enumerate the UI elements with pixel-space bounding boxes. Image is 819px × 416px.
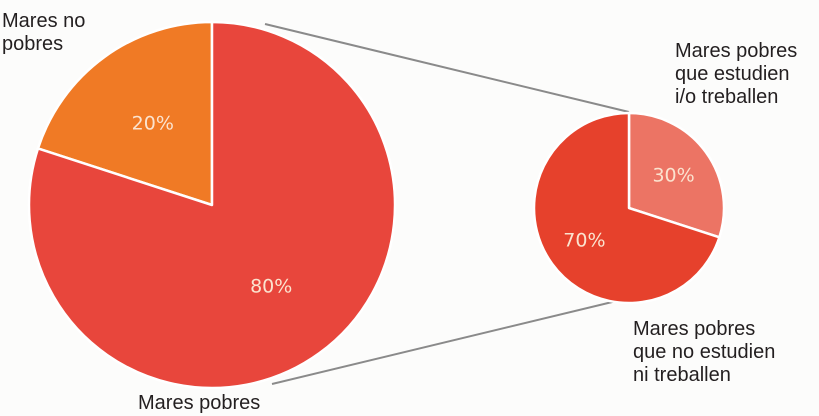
label-mares-no-pobres: Mares no pobres [2, 10, 86, 55]
connector-line-top [264, 23, 630, 113]
connector-lines [264, 23, 634, 385]
main-pie: 20% 80% [27, 20, 397, 390]
label-no-estudien: Mares pobres que no estudien ni treballe… [633, 318, 776, 386]
label-mares-pobres: Mares pobres [138, 392, 261, 414]
estudien-treballen-slice [627, 111, 726, 239]
no-estudien-slice [532, 111, 721, 305]
mares-pobres-value-label: 80% [250, 275, 292, 297]
mares-pobres-slice [27, 20, 397, 390]
connector-line-bottom [271, 296, 634, 385]
sub-pie: 30% 70% [532, 111, 726, 305]
label-estudien-treballen: Mares pobres que estudien i/o treballen [675, 40, 798, 108]
no-estudien-value-label: 70% [563, 229, 605, 251]
mares-no-pobres-slice [36, 20, 214, 207]
estudien-treballen-value-label: 30% [652, 165, 694, 187]
mares-no-pobres-value-label: 20% [132, 113, 174, 135]
